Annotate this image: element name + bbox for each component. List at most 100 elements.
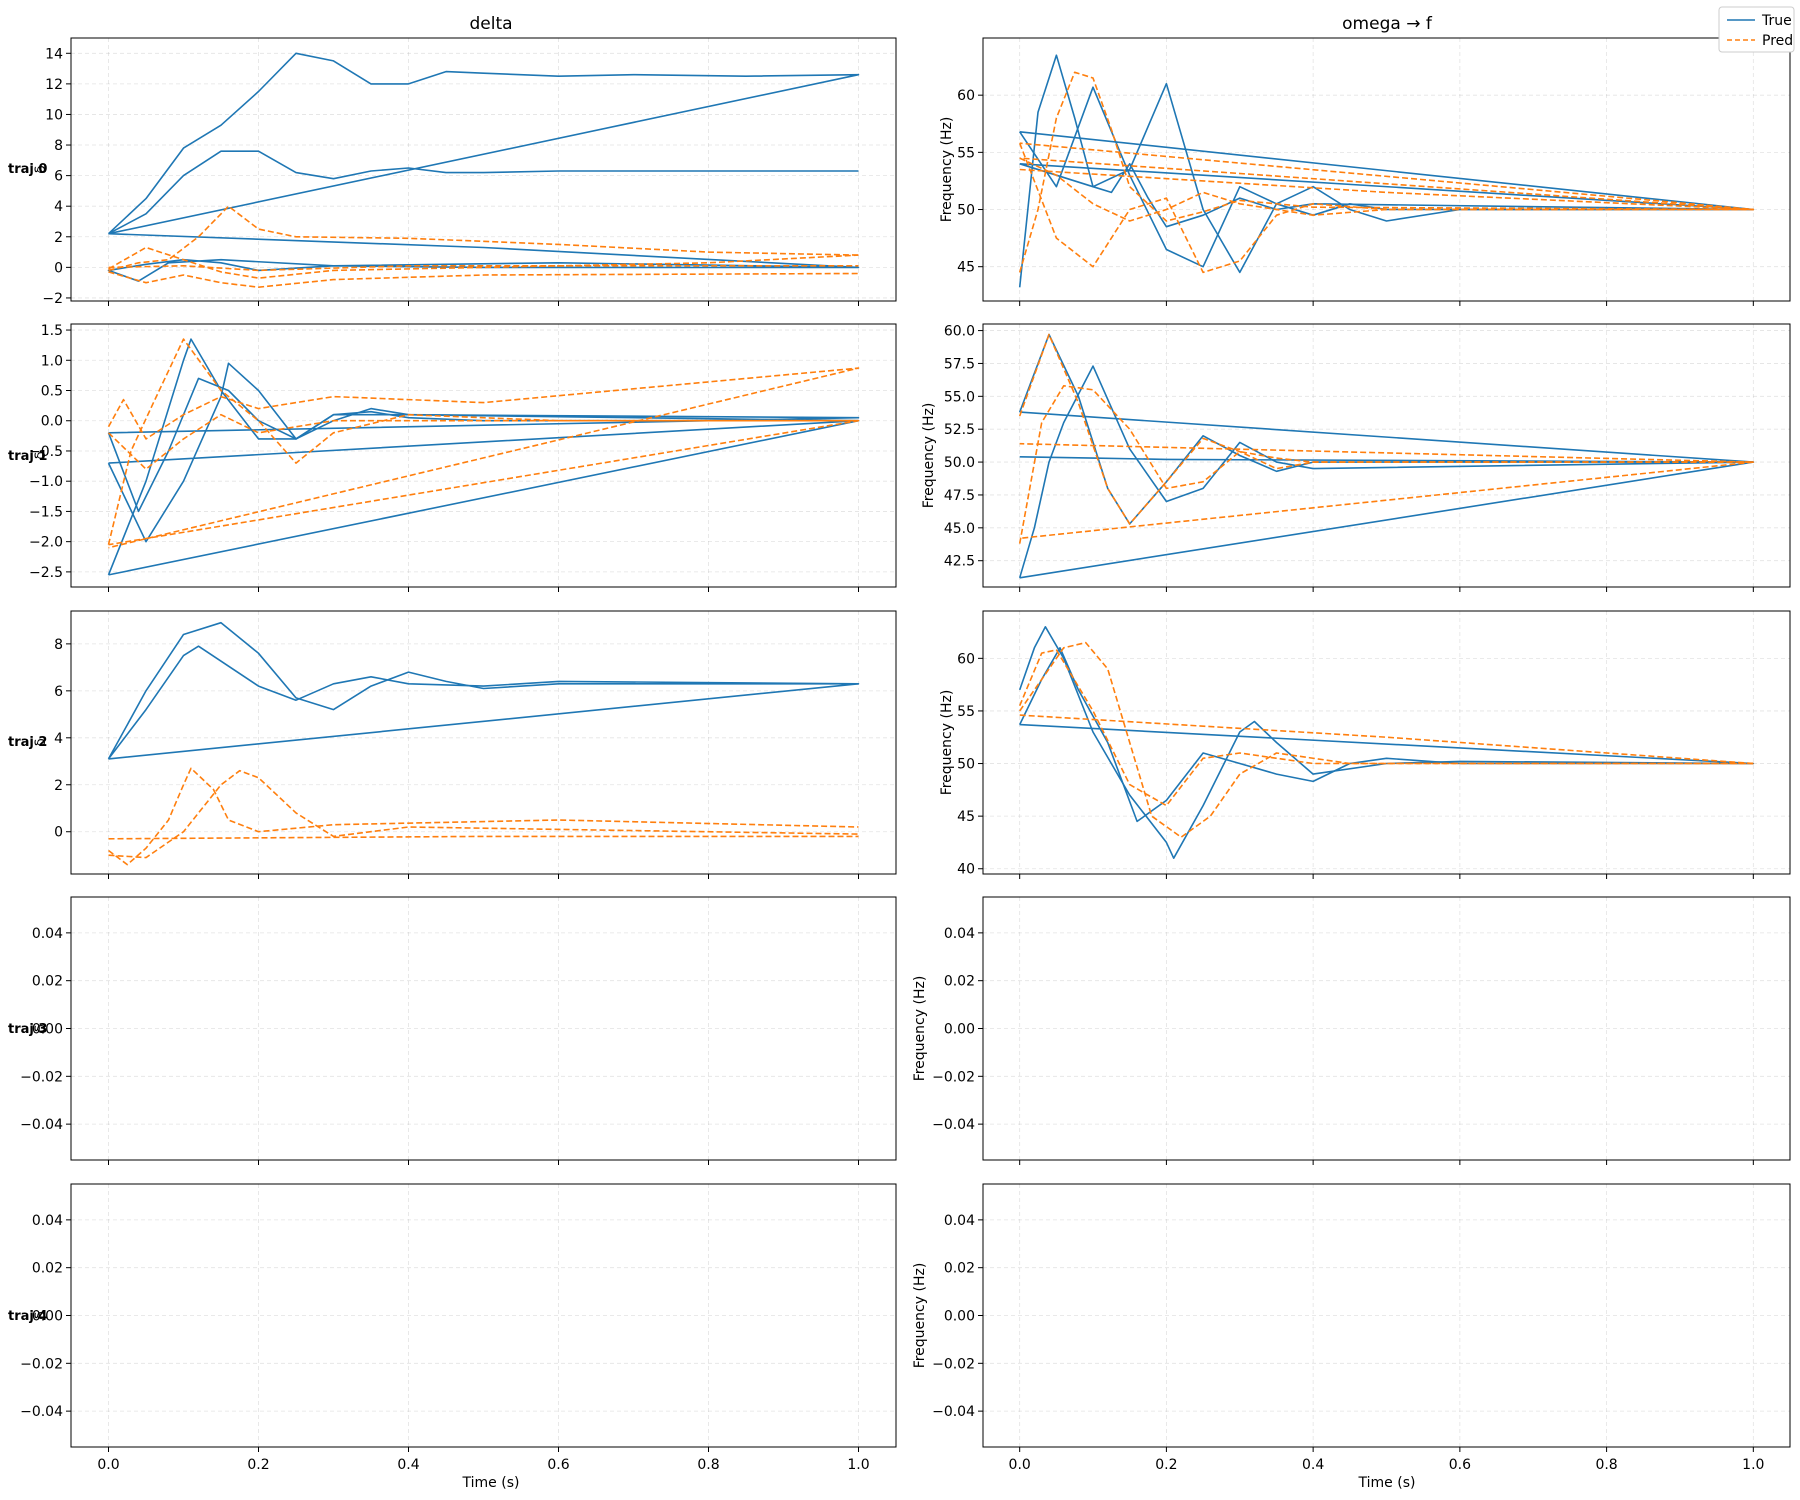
y-tick-label: 0.02 <box>944 1261 975 1277</box>
y-tick-label: 12 <box>45 77 63 93</box>
pred-series-line-r1c0-3 <box>107 338 860 546</box>
row-label-traj-4: traj 4 <box>8 1309 47 1324</box>
x-tick-label: 0.4 <box>397 1457 419 1473</box>
y-tick-label: 2 <box>54 778 63 794</box>
pred-series-line-r0c1-5 <box>1019 157 1755 222</box>
y-tick-label: 42.5 <box>944 554 975 570</box>
y-tick-label: 0.00 <box>32 1022 63 1038</box>
pred-series-line-r0c0-5 <box>108 271 859 288</box>
y-axis-label-r2c0: δ <box>33 738 49 747</box>
subplot-r2c0: 0 2 4 6 8 δ <box>33 610 897 879</box>
true-series-line-r0c0-0 <box>107 52 860 235</box>
true-series-line-r0c0-1 <box>108 150 859 235</box>
plot-area-r0c0 <box>71 38 896 301</box>
true-series-line-r2c1-1 <box>1018 647 1755 823</box>
row-label-traj-1: traj 1 <box>8 449 47 464</box>
row-label-traj-3: traj 3 <box>8 1022 47 1037</box>
x-tick-label: 0.2 <box>247 1457 269 1473</box>
axes-frame-r2c0 <box>70 610 897 875</box>
y-tick-label: 60 <box>957 651 975 667</box>
y-tick-label: 0.5 <box>41 384 63 400</box>
y-tick-label: 57.5 <box>944 356 975 372</box>
y-tick-label: 45 <box>957 260 975 276</box>
subplot-r3c1: −0.04 −0.02 0.00 0.02 0.04 Frequency (Hz) <box>912 896 1791 1165</box>
y-tick-label: 55 <box>957 145 975 161</box>
y-tick-label: 55 <box>957 704 975 720</box>
legend-true-label: True <box>1761 13 1792 29</box>
pred-series-line-r2c1-2 <box>1019 641 1754 838</box>
legend: True Pred <box>1718 6 1795 53</box>
y-tick-label: 0.00 <box>944 1309 975 1325</box>
y-axis-label-r3c1: Frequency (Hz) <box>912 976 928 1082</box>
y-tick-label: 0.04 <box>944 926 975 942</box>
y-tick-label: 45 <box>957 809 975 825</box>
y-tick-label: 0.04 <box>32 926 63 942</box>
y-tick-label: 10 <box>45 107 63 123</box>
plot-area-r4c0 <box>71 1184 896 1447</box>
y-tick-label: 8 <box>54 138 63 154</box>
y-tick-label: 50 <box>957 203 975 219</box>
pred-series-line-r2c0-2 <box>108 767 859 866</box>
x-axis-label-right: Time (s) <box>1358 1475 1416 1491</box>
axes-frame-r2c1 <box>982 610 1791 875</box>
y-tick-label: 0.0 <box>41 414 63 430</box>
row-label-traj-0: traj 0 <box>8 162 47 177</box>
y-tick-label: 14 <box>45 46 63 62</box>
plot-area-r3c1 <box>983 897 1790 1160</box>
x-tick-label: 0.6 <box>1449 1457 1471 1473</box>
pred-series-line-r2c0-3 <box>108 769 859 859</box>
x-axis-label-left: Time (s) <box>462 1475 520 1491</box>
y-axis-label-r1c1: Frequency (Hz) <box>921 403 937 509</box>
x-tick-label: 0.8 <box>1595 1457 1617 1473</box>
y-tick-label: 45.0 <box>944 521 975 537</box>
subplot-r3c0: −0.04 −0.02 0.00 0.02 0.04 δ <box>20 896 897 1165</box>
true-series-line-r1c0-2 <box>107 377 860 513</box>
axes-frame-r0c0 <box>70 37 897 302</box>
x-tick-label: 0.0 <box>1009 1457 1031 1473</box>
y-axis-label-r2c1: Frequency (Hz) <box>939 690 955 796</box>
y-tick-label: 60.0 <box>944 324 975 340</box>
pred-series-line-r0c1-6 <box>1019 168 1754 211</box>
x-tick-label: 0.0 <box>97 1457 119 1473</box>
subplot-r2c1: 40 45 50 55 60 Frequency (Hz) <box>939 610 1791 879</box>
pred-series-line-r2c1-3 <box>1018 649 1754 807</box>
row-label-traj-2: traj 2 <box>8 735 47 750</box>
y-tick-label: 50 <box>957 757 975 773</box>
y-tick-label: 0.00 <box>944 1022 975 1038</box>
y-tick-label: 60 <box>957 88 975 104</box>
y-tick-label: 0.00 <box>32 1309 63 1325</box>
y-tick-label: −0.04 <box>932 1404 975 1420</box>
x-tick-label: 0.2 <box>1155 1457 1177 1473</box>
y-tick-label: 0.04 <box>32 1213 63 1229</box>
y-tick-label: −0.02 <box>20 1069 63 1085</box>
y-tick-label: −1.5 <box>29 504 63 520</box>
axes-frame-r0c1 <box>982 37 1791 302</box>
y-tick-label: −0.02 <box>20 1356 63 1372</box>
true-series-line-r2c0-1 <box>107 645 859 760</box>
y-tick-label: −0.04 <box>20 1117 63 1133</box>
true-series-line-r2c0-0 <box>107 621 860 760</box>
subplot-r1c0: −2.5 −2.0 −1.5 −1.0 −0.5 0.0 0.5 1.0 1.5 δ <box>29 323 897 592</box>
x-tick-label: 0.8 <box>697 1457 719 1473</box>
y-axis-label-r1c0: δ <box>33 451 49 460</box>
plot-area-r2c1 <box>983 611 1790 874</box>
legend-pred-label: Pred <box>1762 33 1793 49</box>
subplot-r1c1: 42.5 45.0 47.5 50.0 52.5 55.0 57.5 60.0 Frequenc… <box>921 323 1791 592</box>
y-tick-label: 4 <box>54 731 63 747</box>
pred-series-line-r1c0-5 <box>107 413 859 470</box>
y-axis-label-r3c0: δ <box>33 1024 49 1033</box>
pred-series-line-r1c1-4 <box>1018 333 1755 525</box>
y-tick-label: 40 <box>957 862 975 878</box>
x-tick-label: 1.0 <box>1742 1457 1764 1473</box>
pred-series-line-r1c0-4 <box>107 367 860 549</box>
pred-series-line-r0c1-3 <box>1018 71 1754 273</box>
y-tick-label: −2 <box>42 291 63 307</box>
y-tick-label: 0.04 <box>944 1213 975 1229</box>
x-tick-label: 0.4 <box>1302 1457 1324 1473</box>
axes-frame-r1c1 <box>982 323 1791 588</box>
subplot-r0c0: −2 0 2 4 6 8 10 12 14 δ <box>33 37 897 307</box>
y-tick-label: −2.0 <box>29 535 63 551</box>
y-tick-label: −0.02 <box>932 1069 975 1085</box>
y-tick-label: 52.5 <box>944 422 975 438</box>
